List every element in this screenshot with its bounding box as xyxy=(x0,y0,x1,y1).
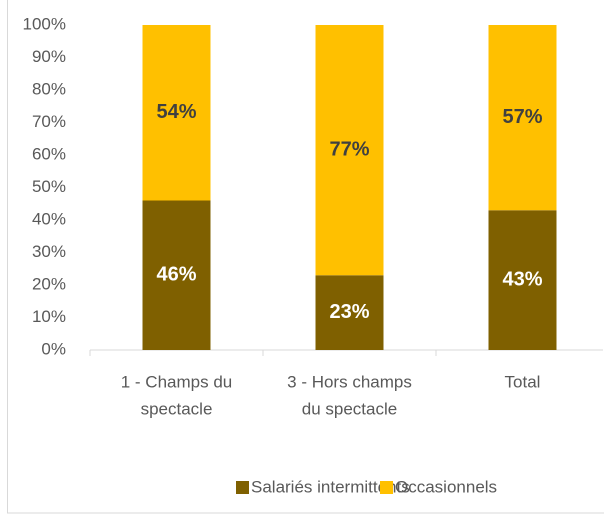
x-tick-label: 1 - Champs du xyxy=(121,372,233,391)
legend-label: Occasionnels xyxy=(395,477,497,496)
y-tick-label: 80% xyxy=(32,79,66,98)
y-tick-label: 70% xyxy=(32,112,66,131)
x-tick-label: 3 - Hors champs xyxy=(287,372,412,391)
bar-segment xyxy=(142,25,211,201)
x-tick-label: spectacle xyxy=(141,399,213,418)
legend-swatch xyxy=(236,481,249,494)
value-label: 46% xyxy=(156,264,196,286)
bar-segment xyxy=(142,200,211,350)
y-tick-label: 20% xyxy=(32,274,66,293)
x-tick-label: Total xyxy=(505,372,541,391)
value-label: 43% xyxy=(502,268,542,290)
legend-label: Salariés intermittents xyxy=(251,477,410,496)
y-tick-label: 50% xyxy=(32,177,66,196)
y-tick-label: 0% xyxy=(41,339,66,358)
bar-segment xyxy=(488,210,557,350)
bar-segment xyxy=(488,25,557,211)
y-tick-label: 60% xyxy=(32,144,66,163)
x-tick-label: du spectacle xyxy=(302,399,397,418)
value-label: 77% xyxy=(329,138,369,160)
y-tick-label: 90% xyxy=(32,47,66,66)
value-label: 57% xyxy=(502,106,542,128)
y-tick-label: 10% xyxy=(32,307,66,326)
legend-swatch xyxy=(380,481,393,494)
y-tick-label: 30% xyxy=(32,242,66,261)
chart-border xyxy=(7,0,604,514)
y-tick-label: 100% xyxy=(23,14,66,33)
bar-segment xyxy=(315,275,384,350)
bar-segment xyxy=(315,25,384,276)
y-tick-label: 40% xyxy=(32,209,66,228)
value-label: 54% xyxy=(156,101,196,123)
value-label: 23% xyxy=(329,301,369,323)
